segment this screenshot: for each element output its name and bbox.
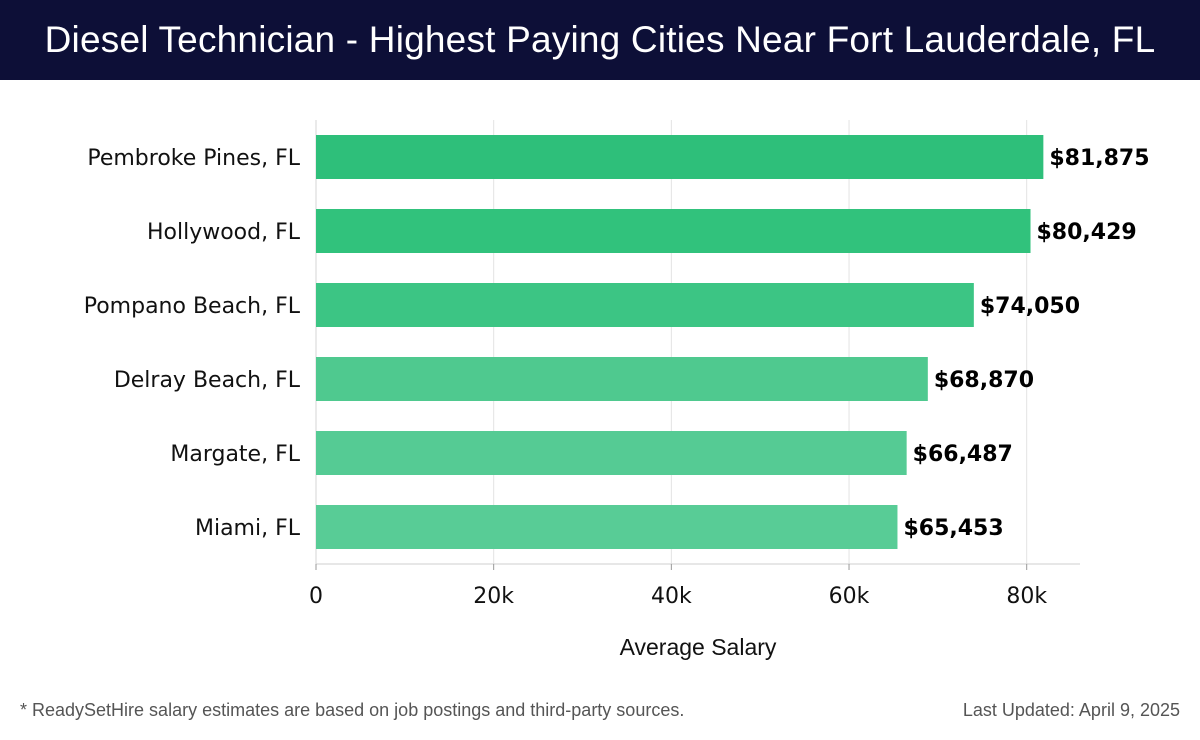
value-label: $74,050 xyxy=(980,294,1080,319)
x-axis-ticks: 0 20k 40k 60k 80k xyxy=(309,564,1047,609)
category-label: Delray Beach, FL xyxy=(114,368,301,393)
category-label: Pembroke Pines, FL xyxy=(87,146,300,171)
bar xyxy=(316,505,898,549)
tick-label: 20k xyxy=(473,584,514,609)
tick-label: 0 xyxy=(309,584,323,609)
tick-label: 40k xyxy=(651,584,692,609)
category-labels: Pembroke Pines, FL Hollywood, FL Pompano B… xyxy=(84,146,301,541)
bar xyxy=(316,209,1031,253)
category-label: Pompano Beach, FL xyxy=(84,294,301,319)
bar xyxy=(316,283,974,327)
bar xyxy=(316,431,907,475)
value-label: $68,870 xyxy=(934,368,1034,393)
title-banner: Diesel Technician - Highest Paying Citie… xyxy=(0,0,1200,80)
value-label: $66,487 xyxy=(913,442,1013,467)
value-label: $80,429 xyxy=(1037,220,1137,245)
category-label: Margate, FL xyxy=(170,442,300,467)
last-updated: Last Updated: April 9, 2025 xyxy=(962,700,1180,720)
value-labels: $81,875 $80,429 $74,050 $68,870 $66,487 $65,4… xyxy=(903,146,1149,541)
category-label: Miami, FL xyxy=(195,516,301,541)
bar-chart: Pembroke Pines, FL Hollywood, FL Pompano B… xyxy=(84,120,1150,660)
bars xyxy=(316,135,1044,549)
bar xyxy=(316,135,1044,179)
x-axis-title: Average Salary xyxy=(620,634,777,660)
bar xyxy=(316,357,928,401)
page-title: Diesel Technician - Highest Paying Citie… xyxy=(44,19,1156,60)
tick-label: 60k xyxy=(829,584,870,609)
category-label: Hollywood, FL xyxy=(147,220,301,245)
gridlines xyxy=(315,120,1080,565)
value-label: $81,875 xyxy=(1049,146,1149,171)
value-label: $65,453 xyxy=(903,516,1003,541)
footnote: * ReadySetHire salary estimates are base… xyxy=(20,700,685,720)
tick-label: 80k xyxy=(1006,584,1047,609)
